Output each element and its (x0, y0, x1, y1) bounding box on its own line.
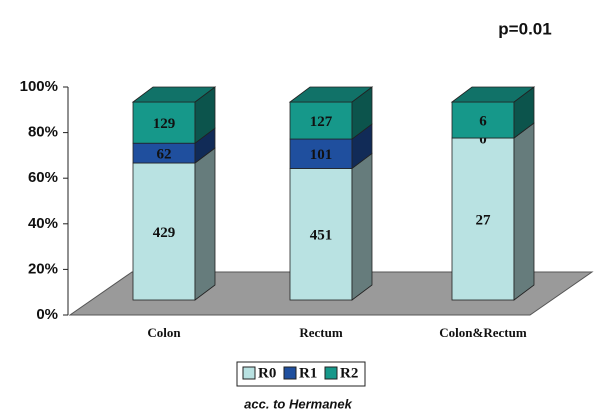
data-label: 127 (310, 114, 333, 130)
y-tick-label: 40% (28, 215, 58, 232)
bar-segment (132, 101, 196, 144)
bar-top (288, 86, 374, 103)
x-tick-label: Colon (147, 325, 181, 340)
legend-label: R2 (340, 365, 358, 381)
bar-side (351, 152, 373, 301)
legend-swatch (242, 366, 256, 380)
y-tick-label: 20% (28, 260, 58, 277)
bar-side (513, 122, 535, 301)
y-tick-label: 100% (20, 78, 58, 95)
legend-label: R0 (258, 365, 276, 381)
bar-segment (289, 101, 353, 140)
bar-top (450, 86, 536, 103)
legend-swatch (283, 366, 297, 380)
legend-box (236, 361, 366, 387)
y-tick-label: 0% (36, 306, 58, 323)
legend-label: R1 (299, 365, 317, 381)
data-label: 62 (157, 147, 172, 163)
bar-segment (451, 101, 515, 139)
annotation: p=0.01 (498, 19, 551, 38)
bar-segment (451, 137, 515, 301)
bar-segment (289, 168, 353, 301)
bar-segment (132, 162, 196, 301)
data-label: 101 (310, 147, 333, 163)
data-label: 0 (479, 131, 487, 147)
data-label: 451 (310, 228, 333, 244)
data-label: 6 (479, 113, 487, 129)
footnote: acc. to Hermanek (244, 396, 352, 411)
y-tick-label: 80% (28, 124, 58, 141)
legend-swatch (324, 366, 338, 380)
bar-top (131, 86, 217, 103)
bar-side (194, 147, 216, 301)
y-tick-label: 60% (28, 169, 58, 186)
x-tick-label: Rectum (299, 325, 342, 340)
data-label: 429 (153, 225, 176, 241)
data-label: 27 (476, 212, 492, 228)
data-label: 129 (153, 116, 176, 132)
x-tick-label: Colon&Rectum (439, 325, 527, 340)
